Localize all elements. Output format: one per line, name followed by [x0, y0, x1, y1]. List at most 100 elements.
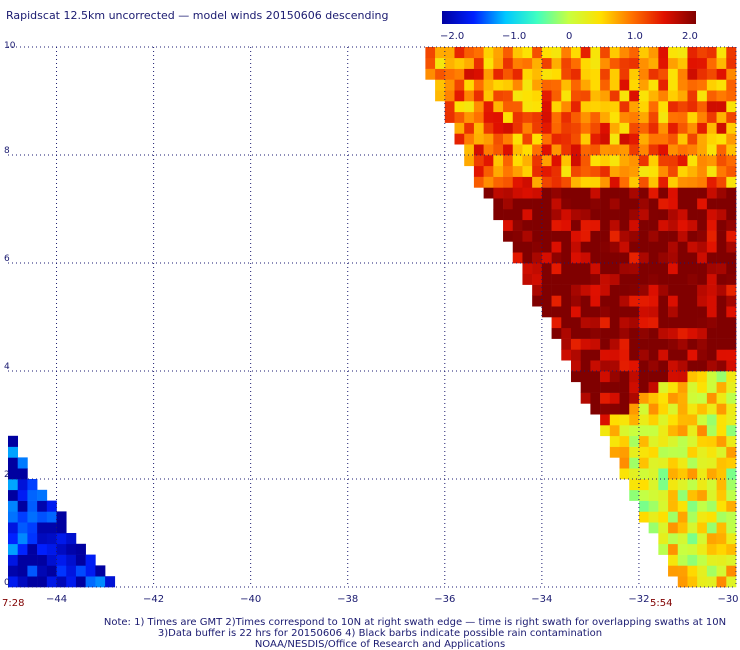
data-cell [677, 241, 688, 253]
data-cell [561, 90, 572, 102]
data-cell [677, 403, 688, 415]
data-cell [687, 381, 698, 393]
data-cell [638, 219, 649, 231]
data-cell [600, 122, 611, 134]
data-cell [619, 263, 630, 275]
data-cell [716, 435, 727, 447]
data-cell [668, 47, 679, 59]
data-cell [522, 241, 533, 253]
data-cell [37, 533, 48, 545]
data-cell [629, 198, 640, 210]
data-cell [503, 176, 514, 188]
data-cell [503, 79, 514, 91]
data-cell [629, 284, 640, 296]
data-cell [677, 252, 688, 264]
data-cell [658, 435, 669, 447]
data-cell [697, 263, 708, 275]
data-cell [716, 327, 727, 339]
data-cell [619, 187, 630, 199]
data-cell [570, 273, 581, 285]
data-cell [17, 489, 28, 501]
data-cell [66, 565, 77, 577]
data-cell [619, 47, 630, 59]
data-cell [716, 554, 727, 566]
data-cell [600, 371, 611, 383]
data-cell [638, 165, 649, 177]
data-cell [687, 360, 698, 372]
data-cell [532, 198, 543, 210]
data-cell [619, 122, 630, 134]
data-cell [726, 284, 737, 296]
data-cell [512, 187, 523, 199]
data-cell [638, 511, 649, 523]
data-cell [648, 327, 659, 339]
data-cell [27, 489, 38, 501]
data-cell [706, 543, 717, 555]
data-cell [609, 219, 620, 231]
data-cell [56, 533, 67, 545]
data-cell [464, 57, 475, 69]
data-cell [609, 79, 620, 91]
data-cell [619, 176, 630, 188]
data-cell [454, 133, 465, 145]
data-cell [522, 111, 533, 123]
data-cell [580, 155, 591, 167]
data-cell [658, 57, 669, 69]
data-cell [668, 79, 679, 91]
data-cell [561, 176, 572, 188]
data-cell [570, 360, 581, 372]
data-cell [561, 101, 572, 113]
data-cell [561, 295, 572, 307]
data-cell [677, 446, 688, 458]
data-cell [609, 187, 620, 199]
data-cell [658, 144, 669, 156]
data-cell [17, 565, 28, 577]
data-cell [726, 90, 737, 102]
data-cell [580, 68, 591, 80]
data-cell [716, 230, 727, 242]
data-cell [638, 101, 649, 113]
data-cell [27, 511, 38, 523]
data-cell [590, 101, 601, 113]
data-cell [473, 68, 484, 80]
data-cell [435, 79, 446, 91]
data-cell [561, 338, 572, 350]
data-cell [590, 284, 601, 296]
data-cell [668, 165, 679, 177]
data-cell [638, 111, 649, 123]
data-cell [464, 101, 475, 113]
data-cell [658, 79, 669, 91]
data-cell [726, 349, 737, 361]
data-cell [668, 446, 679, 458]
data-cell [677, 338, 688, 350]
data-cell [8, 500, 19, 512]
data-cell [697, 165, 708, 177]
data-cell [677, 468, 688, 480]
data-cell [551, 176, 562, 188]
data-cell [706, 381, 717, 393]
data-cell [629, 57, 640, 69]
data-cell [551, 241, 562, 253]
data-cell [522, 57, 533, 69]
data-cell [677, 133, 688, 145]
data-cell [638, 230, 649, 242]
data-cell [503, 144, 514, 156]
data-cell [541, 155, 552, 167]
data-cell [600, 263, 611, 275]
data-cell [726, 381, 737, 393]
data-cell [493, 79, 504, 91]
data-cell [435, 47, 446, 59]
time-right: 5:54 [650, 598, 673, 609]
data-cell [629, 252, 640, 264]
data-cell [600, 230, 611, 242]
data-cell [648, 198, 659, 210]
data-cell [493, 122, 504, 134]
data-cell [687, 446, 698, 458]
data-cell [677, 565, 688, 577]
data-cell [697, 111, 708, 123]
data-cell [726, 57, 737, 69]
data-cell [687, 79, 698, 91]
data-cell [677, 371, 688, 383]
data-cell [37, 565, 48, 577]
data-cell [697, 317, 708, 329]
